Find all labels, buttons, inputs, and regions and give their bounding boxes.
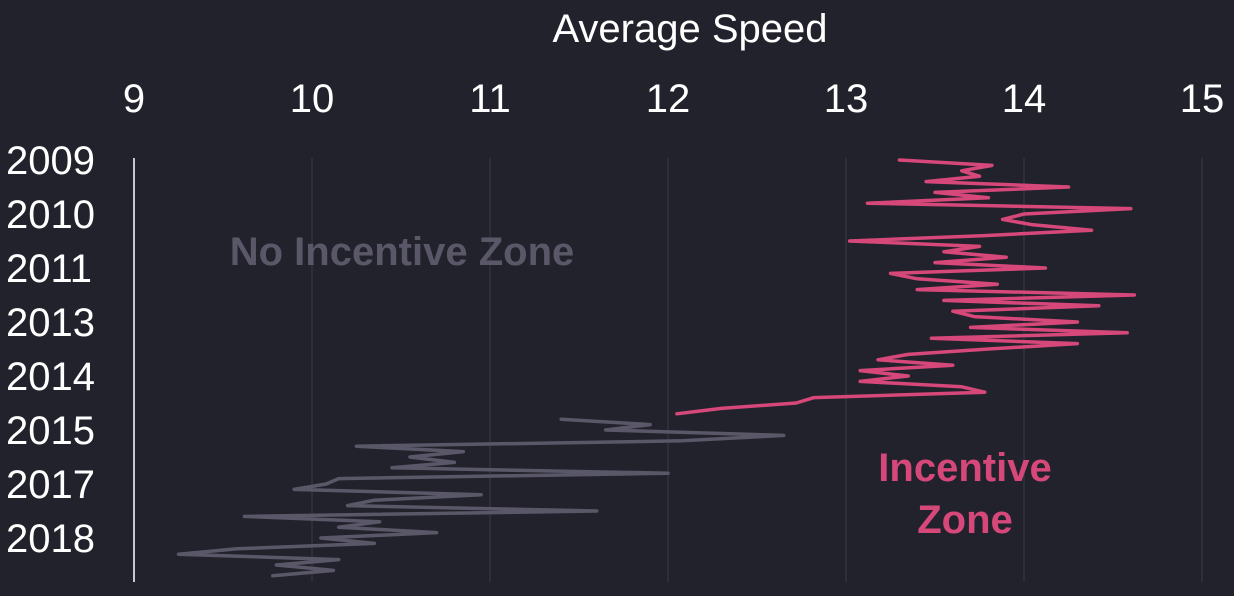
x-tick-label: 15 — [1180, 77, 1225, 121]
gridlines — [311, 158, 1203, 582]
y-tick-label: 2013 — [6, 301, 95, 345]
y-tick-label: 2015 — [6, 409, 95, 453]
no-incentive-series-line — [176, 417, 786, 578]
y-tick-label: 2017 — [6, 463, 95, 507]
y-tick-label: 2010 — [6, 193, 95, 237]
x-tick-label: 12 — [646, 77, 691, 121]
x-tick-label: 10 — [290, 77, 335, 121]
chart-title: Average Speed — [552, 7, 827, 51]
x-axis-ticks: 9 10 11 12 13 14 15 — [123, 77, 1224, 121]
incentive-zone-label-line1: Incentive — [878, 446, 1051, 490]
no-incentive-zone-label: No Incentive Zone — [230, 230, 575, 274]
x-tick-label: 9 — [123, 77, 145, 121]
incentive-zone-label-line2: Zone — [917, 498, 1013, 542]
x-tick-label: 13 — [824, 77, 869, 121]
y-axis-ticks: 2009 2010 2011 2013 2014 2015 2017 2018 — [6, 139, 95, 561]
y-tick-label: 2009 — [6, 139, 95, 183]
y-tick-label: 2014 — [6, 355, 95, 399]
incentive-series-line — [675, 158, 1137, 416]
y-tick-label: 2011 — [6, 247, 92, 291]
y-tick-label: 2018 — [6, 517, 95, 561]
x-tick-label: 14 — [1002, 77, 1047, 121]
x-tick-label: 11 — [469, 77, 511, 121]
series-lines — [176, 158, 1137, 578]
